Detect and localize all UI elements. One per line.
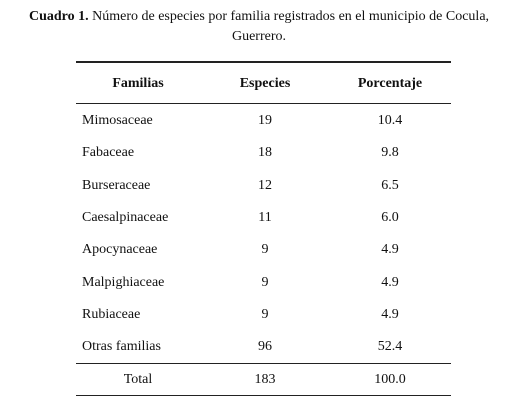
table-cell: Otras familias [82, 339, 161, 355]
table-cell: Fabaceae [82, 145, 135, 161]
caption-label: Cuadro 1. [28, 9, 89, 24]
table-cell: 52.4 [377, 339, 403, 355]
table-cell: 9 [261, 274, 269, 290]
table-cell: 11 [258, 209, 272, 225]
table-cell: 10.4 [377, 113, 403, 128]
top-rule [76, 61, 451, 63]
table-cell: 4.9 [381, 242, 399, 258]
table-cell: 4.9 [381, 274, 399, 290]
table-cell: Apocynaceae [82, 242, 158, 258]
table-cell: 9.8 [381, 145, 399, 161]
header-cell: Familias [112, 76, 164, 91]
table-cell: 12 [258, 177, 272, 193]
table-cell: 19 [258, 113, 272, 128]
table-cell: Mimosaceae [82, 113, 153, 128]
table-cell: Caesalpinaceae [82, 209, 169, 225]
table-cell: Rubiaceae [82, 306, 141, 322]
table-cell: Burseraceae [82, 177, 151, 193]
table-cell: 9 [261, 306, 269, 322]
total-cell: 100.0 [374, 372, 406, 387]
table-cell: 4.9 [381, 306, 399, 322]
caption: Cuadro 1. Número de especies por familia… [0, 7, 518, 27]
header-cell: Porcentaje [357, 76, 423, 91]
header-rule [76, 103, 451, 104]
bottom-rule [76, 395, 451, 396]
total-rule [76, 363, 451, 364]
caption-text: Número de especies por familia registrad… [92, 9, 490, 24]
table-cell: 18 [258, 145, 272, 161]
caption-continuation: Guerrero. [231, 29, 287, 44]
table-cell: Malpighiaceae [82, 274, 165, 290]
header-cell: Especies [239, 76, 291, 91]
total-cell: Total [123, 372, 153, 387]
total-cell: 183 [254, 372, 276, 387]
table-cell: 9 [261, 242, 269, 258]
table-cell: 6.5 [381, 177, 399, 193]
table-cell: 6.0 [381, 209, 399, 225]
table-cell: 96 [258, 339, 272, 355]
